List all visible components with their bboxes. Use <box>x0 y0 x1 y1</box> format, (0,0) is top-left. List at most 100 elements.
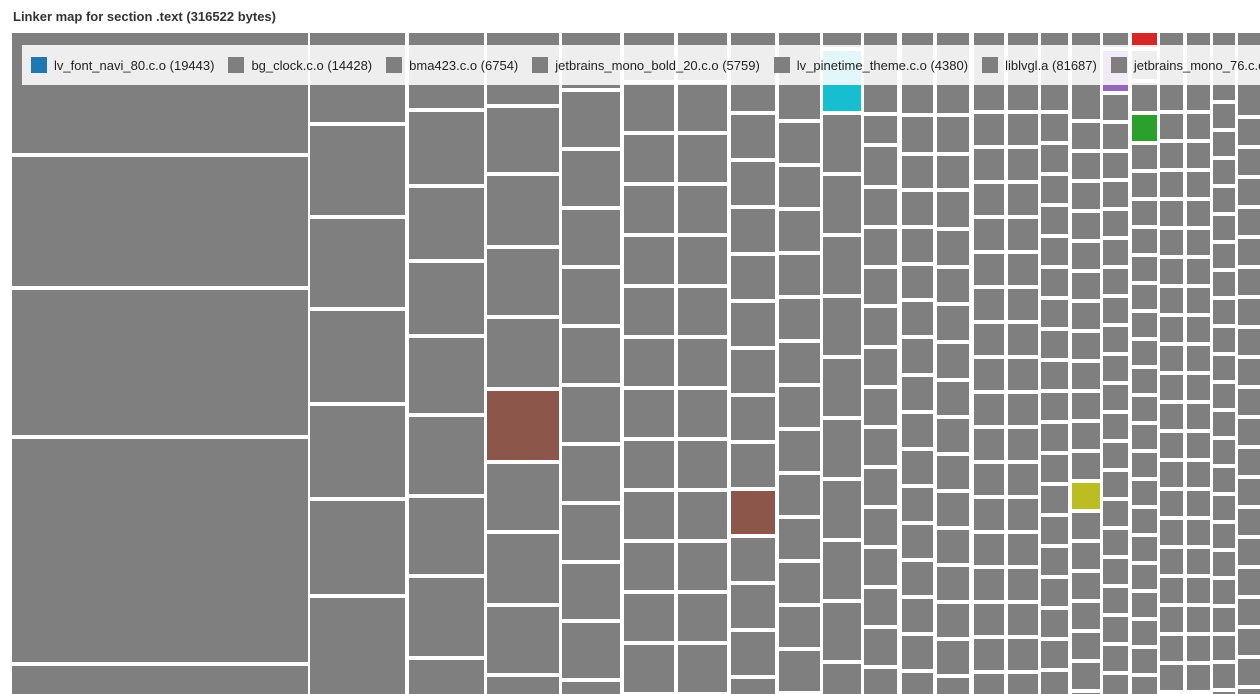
treemap-cell <box>902 302 933 335</box>
treemap-cell <box>624 135 674 182</box>
treemap-cell <box>1041 114 1068 141</box>
treemap-cell <box>624 288 674 335</box>
treemap-cell <box>12 290 308 435</box>
treemap-cell <box>974 604 1004 635</box>
treemap-cell <box>1072 273 1100 299</box>
treemap-cell <box>731 209 775 252</box>
treemap-cell <box>823 542 861 599</box>
treemap-cell <box>1187 317 1210 342</box>
treemap-cell <box>1132 537 1157 561</box>
treemap-cell <box>974 674 1004 694</box>
treemap-cell <box>624 645 674 692</box>
treemap-cell <box>864 589 897 625</box>
treemap-cell <box>487 176 559 245</box>
treemap-cell <box>1103 240 1128 265</box>
treemap-cell <box>1160 404 1183 429</box>
treemap-cell <box>974 289 1004 320</box>
treemap-cell <box>1132 565 1157 589</box>
treemap-cell <box>902 488 933 521</box>
legend-item: jetbrains_mono_76.c.o (3321) <box>1110 57 1260 73</box>
treemap-cell <box>1008 149 1038 180</box>
treemap-cell <box>678 288 727 335</box>
legend-swatch <box>1110 57 1127 73</box>
treemap-cell <box>1187 201 1210 226</box>
treemap-cell <box>974 394 1004 425</box>
treemap-cell <box>974 639 1004 670</box>
treemap-cell <box>487 464 559 530</box>
treemap-cell <box>1132 677 1157 694</box>
treemap-cell <box>823 359 861 416</box>
treemap-cell <box>1213 104 1235 128</box>
treemap-cell <box>678 237 727 284</box>
treemap-cell <box>1160 665 1183 690</box>
treemap-cell <box>1238 539 1260 565</box>
treemap-cell <box>1213 328 1235 352</box>
treemap-cell <box>1213 664 1235 688</box>
treemap-cell <box>562 328 620 383</box>
treemap-cell <box>1213 468 1235 492</box>
treemap-cell <box>864 509 897 545</box>
treemap-cell <box>823 115 861 172</box>
treemap-cell <box>1213 496 1235 520</box>
legend-item-label: liblvgl.a (81687) <box>1005 57 1097 73</box>
treemap-cell <box>779 563 820 603</box>
treemap-cell <box>624 84 674 131</box>
treemap-cell <box>937 604 969 637</box>
treemap-cell <box>823 237 861 294</box>
treemap-cell <box>1072 543 1100 569</box>
treemap-cell <box>1041 207 1068 234</box>
treemap-cell <box>974 324 1004 355</box>
treemap-cell <box>1072 303 1100 329</box>
treemap-cell <box>974 464 1004 495</box>
legend-swatch <box>386 57 403 73</box>
treemap-cell <box>409 660 484 694</box>
treemap-cell <box>1213 692 1235 694</box>
legend-item-label: lv_font_navi_80.c.o (19443) <box>54 57 215 73</box>
treemap-cell <box>1103 530 1128 555</box>
treemap-cell <box>1160 607 1183 632</box>
treemap-cell <box>1213 580 1235 604</box>
treemap-cell <box>624 390 674 437</box>
treemap-cell <box>1187 520 1210 545</box>
treemap-cell <box>1238 599 1260 625</box>
treemap-cell <box>1008 604 1038 635</box>
legend-item: jetbrains_mono_bold_20.c.o (5759) <box>532 57 760 73</box>
treemap-cell <box>779 299 820 339</box>
treemap-cell <box>937 117 969 152</box>
treemap-cell <box>1132 509 1157 533</box>
treemap-cell <box>1072 363 1100 389</box>
treemap-cell <box>1103 298 1128 323</box>
treemap-cell <box>1072 243 1100 269</box>
treemap-cell <box>1132 201 1157 225</box>
treemap-cell <box>937 493 969 526</box>
treemap-cell <box>1103 501 1128 526</box>
treemap-cell <box>1072 123 1100 149</box>
treemap-cell <box>1072 483 1100 509</box>
treemap-cell <box>823 33 861 47</box>
treemap-cell <box>562 210 620 265</box>
treemap-cell <box>1103 153 1128 178</box>
treemap-cell <box>487 108 559 172</box>
legend-swatch <box>532 57 549 73</box>
treemap-cell <box>902 117 933 152</box>
treemap-cell <box>1160 288 1183 313</box>
treemap-cell <box>779 387 820 427</box>
treemap-cell <box>937 456 969 489</box>
treemap-cell <box>779 431 820 471</box>
treemap-cell <box>310 501 405 594</box>
treemap-cell <box>1187 462 1210 487</box>
legend-swatch <box>228 57 245 73</box>
treemap-cell <box>1160 433 1183 458</box>
treemap-cell <box>902 339 933 373</box>
treemap-cell <box>1132 115 1157 141</box>
legend-item: bma423.c.o (6754) <box>386 57 518 73</box>
treemap-cell <box>1132 369 1157 393</box>
treemap-cell <box>1041 455 1068 482</box>
treemap-cell <box>1132 453 1157 477</box>
treemap-cell <box>1213 636 1235 660</box>
treemap-cell <box>1213 216 1235 240</box>
treemap-cell <box>974 114 1004 145</box>
treemap-cell <box>678 135 727 182</box>
treemap-cell <box>1213 272 1235 296</box>
